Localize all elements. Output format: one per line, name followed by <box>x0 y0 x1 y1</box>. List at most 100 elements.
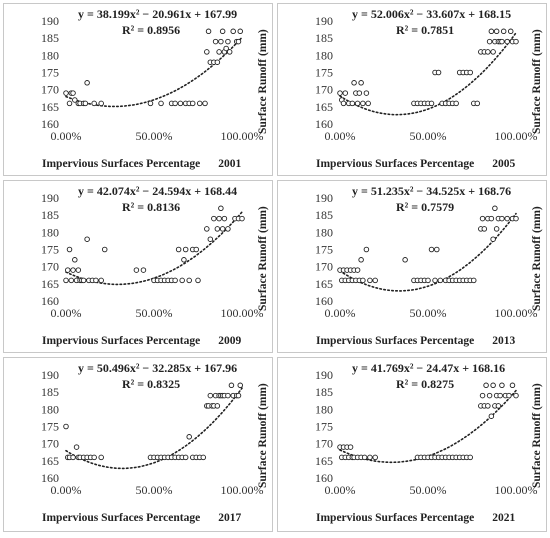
y-tick-label: 185 <box>315 385 333 399</box>
y-tick-label: 180 <box>41 225 59 239</box>
x-axis-title-text: Impervious Surfaces Percentage <box>42 335 201 347</box>
panel-year: 2013 <box>492 335 516 347</box>
data-point <box>337 90 343 96</box>
y-axis-title-text: Surface Runoff (mm) <box>531 206 543 311</box>
y-axis-title-2013: Surface Runoff (mm) <box>531 206 543 321</box>
y-axis-title-text: Surface Runoff (mm) <box>257 383 269 488</box>
x-tick-label: 50.00% <box>136 129 173 143</box>
y-tick-label: 180 <box>315 48 333 62</box>
data-point <box>493 28 500 35</box>
data-point <box>425 277 431 284</box>
data-point <box>485 49 491 55</box>
y-tick-label: 170 <box>315 83 333 97</box>
x-tick-label: 50.00% <box>136 483 173 497</box>
data-point <box>488 215 495 222</box>
data-point <box>360 100 366 107</box>
x-axis-title-2009: Impervious Surfaces Percentage 2009 <box>42 335 241 347</box>
data-point <box>513 215 519 222</box>
data-point <box>351 80 357 86</box>
chart-panel-2005: 160 165 170 175 180 185 190 0.00% 50.00% 100.00% y… <box>277 3 547 176</box>
chart-panel-2017: 160 165 170 175 180 185 190 0.00% 50.00% 100.00% y… <box>3 357 273 532</box>
x-axis-title-2005: Impervious Surfaces Percentage 2005 <box>316 158 515 170</box>
trendline <box>65 36 243 108</box>
y-tick-label: 180 <box>41 48 59 62</box>
y-tick-label: 185 <box>315 31 333 45</box>
y-axis-title-text: Surface Runoff (mm) <box>257 29 269 134</box>
data-point <box>181 257 187 263</box>
y-tick-label: 165 <box>315 277 333 291</box>
x-tick-label: 100.00% <box>221 129 264 143</box>
y-tick-label: 185 <box>41 208 59 222</box>
data-point <box>221 215 228 222</box>
y-tick-label: 175 <box>315 243 333 257</box>
data-point <box>513 392 519 399</box>
data-point <box>358 257 364 263</box>
data-point <box>428 246 435 253</box>
data-point <box>207 236 214 242</box>
data-point <box>467 69 473 76</box>
x-tick-label: 50.00% <box>410 129 447 143</box>
trendline-equation: y = 41.769x² − 24.47x + 168.16 <box>352 361 505 375</box>
y-tick-label: 180 <box>315 402 333 416</box>
trendline-equation: y = 52.006x² − 33.607x + 168.15 <box>352 7 511 21</box>
y-tick-label: 175 <box>41 420 59 434</box>
data-point <box>101 246 108 253</box>
data-point <box>204 49 210 55</box>
r-squared-label: R² = 0.7851 <box>396 23 454 37</box>
y-tick-label: 190 <box>315 368 333 382</box>
data-point <box>75 267 82 273</box>
data-point <box>358 80 364 86</box>
y-axis-title-2009: Surface Runoff (mm) <box>257 206 269 321</box>
data-point <box>186 277 192 284</box>
y-axis-title-2001: Surface Runoff (mm) <box>257 29 269 144</box>
chart-panel-2013: 160 165 170 175 180 185 190 0.00% 50.00% 100.00% y… <box>277 180 547 353</box>
data-point <box>207 392 214 399</box>
data-point <box>432 277 438 284</box>
x-tick-label: 100.00% <box>221 306 264 320</box>
trendline-equation: y = 42.074x² − 24.594x + 168.44 <box>78 184 237 198</box>
data-point <box>158 100 164 107</box>
y-tick-label: 175 <box>41 66 59 80</box>
y-tick-label: 175 <box>315 66 333 80</box>
data-point <box>197 100 203 107</box>
x-axis-title-2001: Impervious Surfaces Percentage 2001 <box>42 158 241 170</box>
data-point <box>204 226 210 232</box>
data-point <box>84 80 90 86</box>
trendline-equation: y = 51.235x² − 34.525x + 168.76 <box>352 184 511 198</box>
data-point <box>497 392 503 399</box>
data-point <box>133 267 140 273</box>
y-tick-label: 185 <box>41 31 59 45</box>
data-point <box>73 444 80 450</box>
data-point <box>225 38 231 45</box>
chart-svg-2009: 160 165 170 175 180 185 190 0.00% 50.00% 100.00% y… <box>41 184 264 320</box>
y-axis-title-2005: Surface Runoff (mm) <box>531 29 543 144</box>
x-tick-label: 0.00% <box>51 483 82 497</box>
y-tick-label: 185 <box>41 385 59 399</box>
y-tick-label: 180 <box>315 225 333 239</box>
data-point <box>172 277 178 284</box>
chart-svg-2001: 160 165 170 175 180 185 190 0.00% 50.00% 100.00% y… <box>41 7 264 143</box>
data-point <box>72 97 78 103</box>
data-point <box>98 100 104 107</box>
data-point <box>202 100 208 107</box>
x-tick-label: 50.00% <box>136 306 173 320</box>
x-tick-label: 100.00% <box>495 483 538 497</box>
data-point <box>219 226 226 232</box>
y-tick-label: 170 <box>315 260 333 274</box>
data-point <box>68 277 75 284</box>
data-point <box>490 49 496 55</box>
data-point <box>70 454 76 461</box>
data-point <box>354 267 361 273</box>
data-point <box>499 382 505 389</box>
data-point <box>486 392 493 399</box>
y-tick-label: 160 <box>41 471 59 485</box>
y-tick-label: 180 <box>41 402 59 416</box>
data-point <box>218 205 224 212</box>
data-point <box>513 38 519 45</box>
data-point <box>474 100 481 107</box>
panel-year: 2009 <box>218 335 242 347</box>
x-tick-label: 100.00% <box>221 483 264 497</box>
x-tick-label: 0.00% <box>325 306 356 320</box>
chart-svg-2017: 160 165 170 175 180 185 190 0.00% 50.00% 100.00% y… <box>41 361 264 497</box>
data-point <box>354 100 361 107</box>
